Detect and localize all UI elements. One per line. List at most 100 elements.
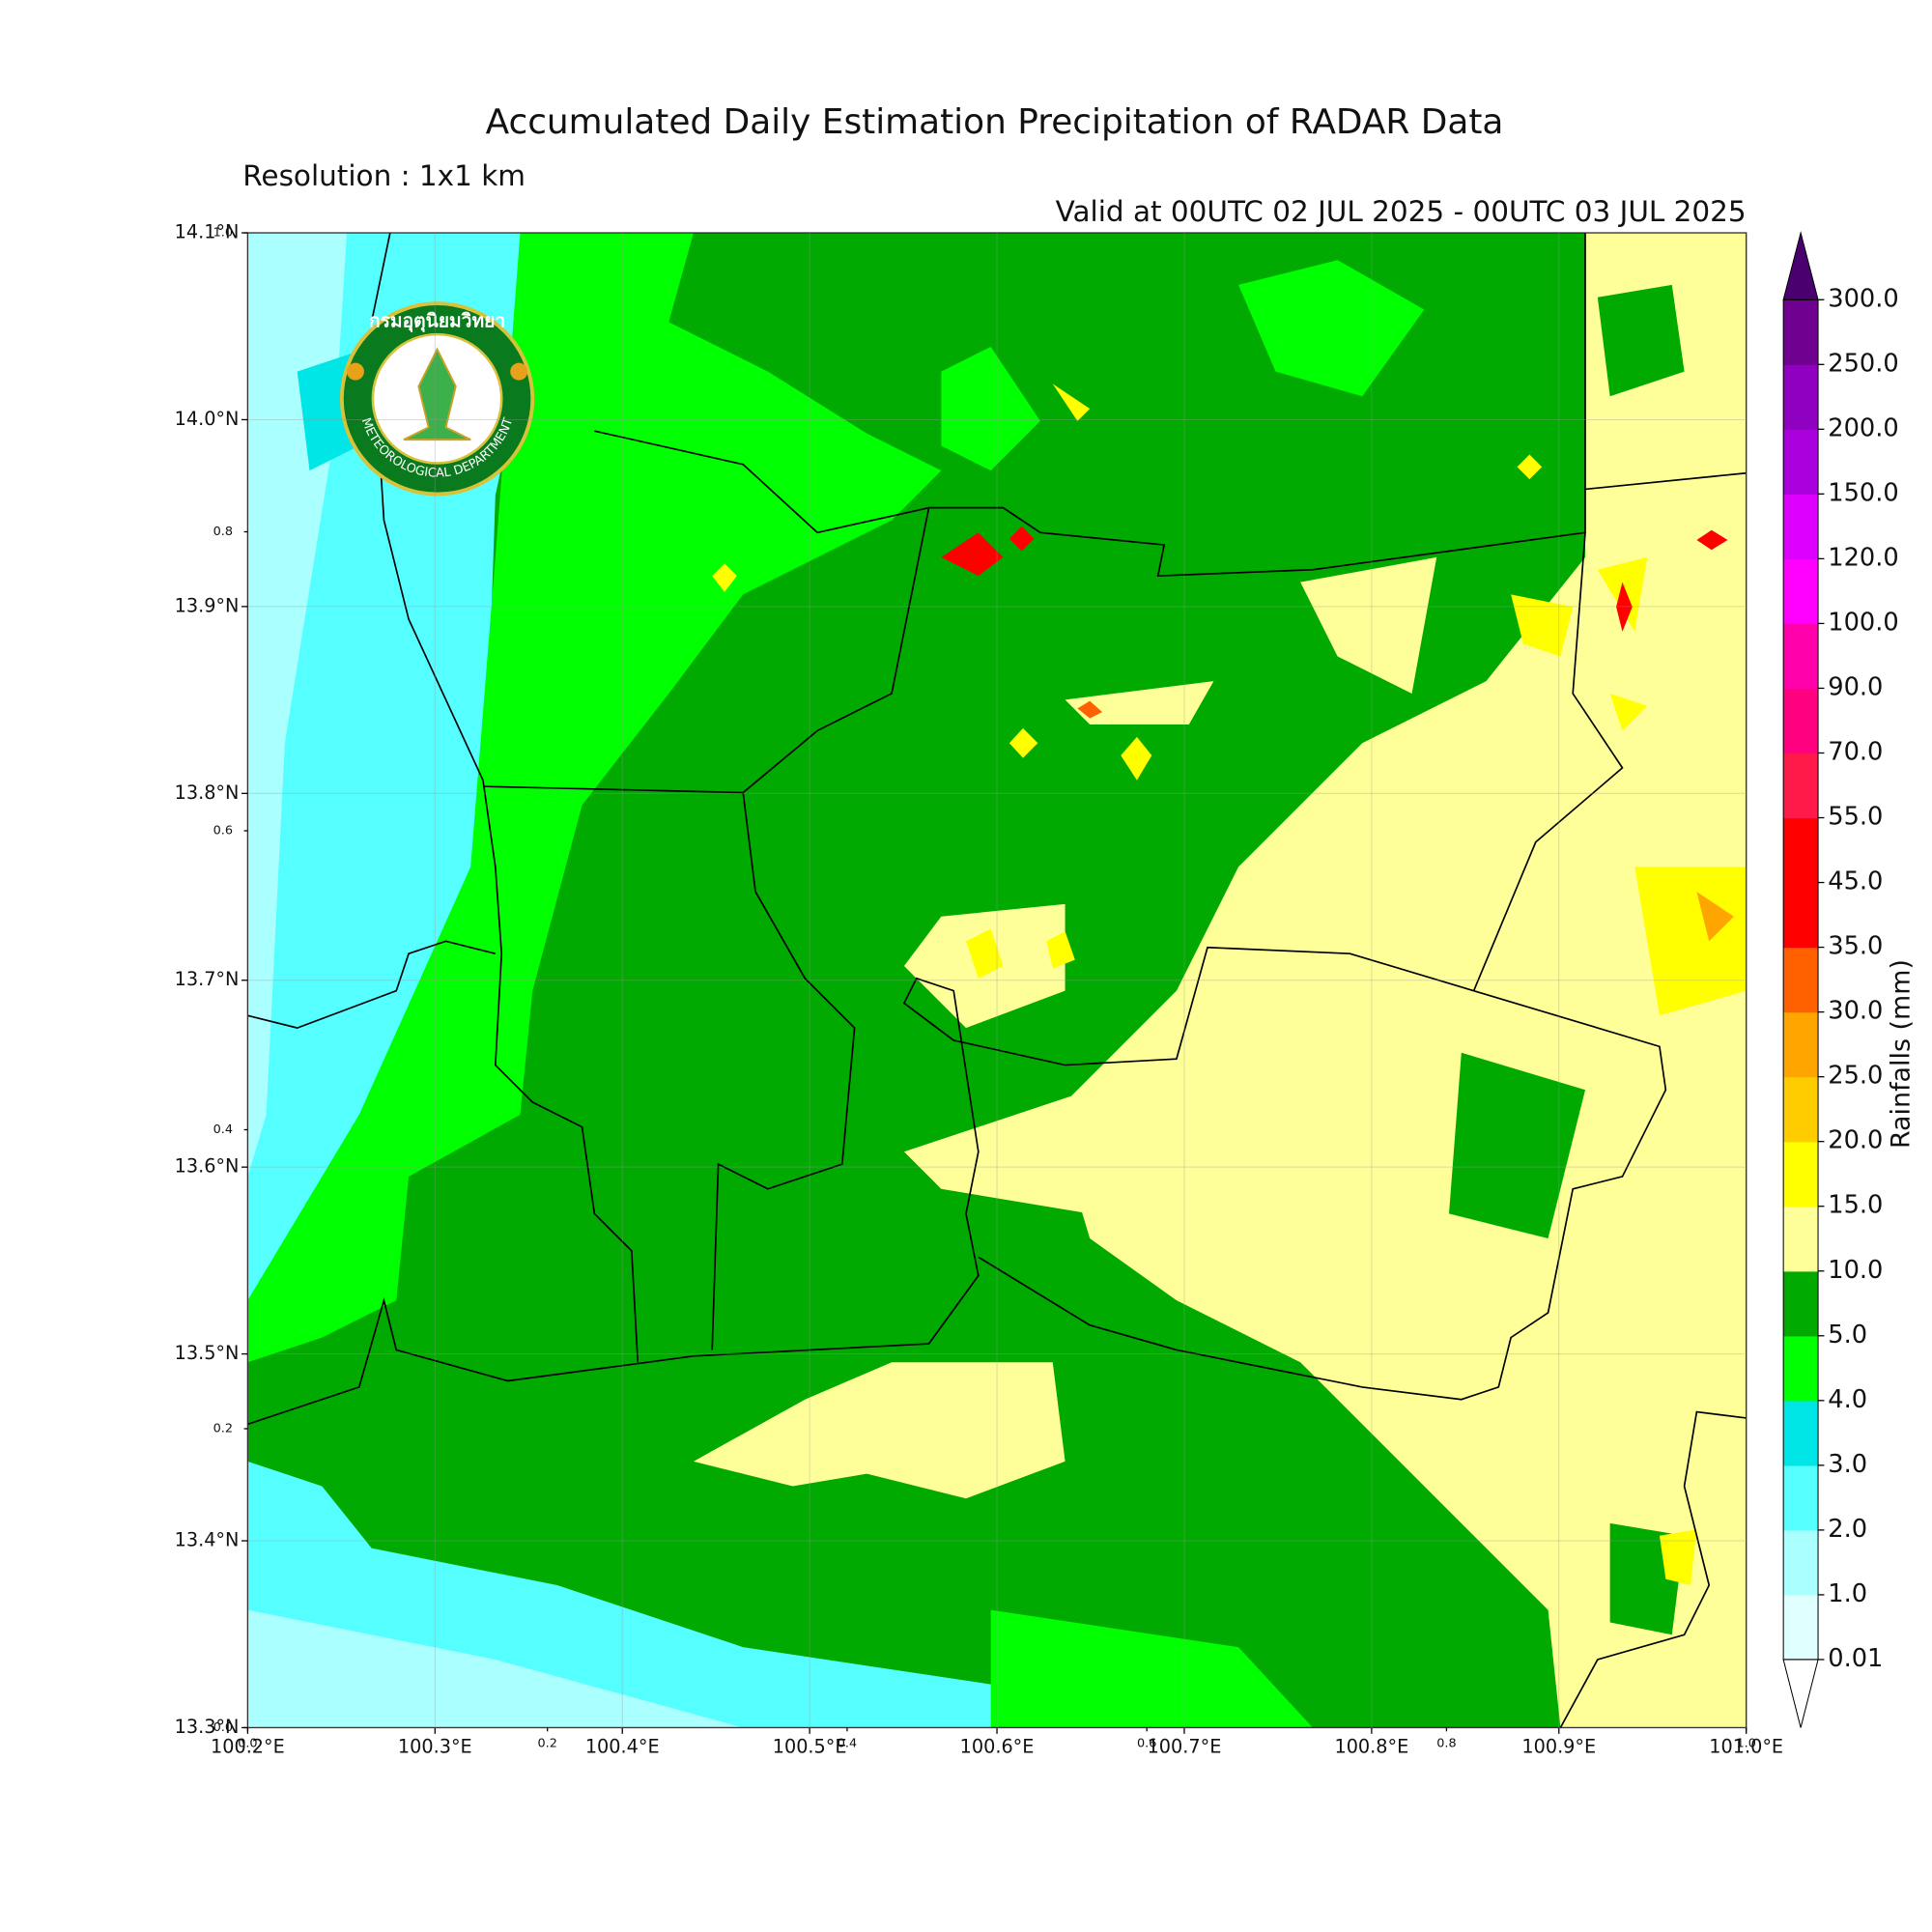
rain-area xyxy=(966,928,1004,979)
y-tick-label: 13.8°N xyxy=(175,781,240,804)
logo-dot xyxy=(346,362,364,381)
border xyxy=(1472,532,1624,991)
x-tick-label: 100.6°E xyxy=(960,1735,1035,1757)
rain-area xyxy=(1616,582,1633,632)
rain-area xyxy=(903,1090,1091,1214)
frame-y-tick-label: 1.0 xyxy=(213,226,233,241)
colorbar-tick-label: 1.0 xyxy=(1828,1579,1867,1608)
colorbar-segment xyxy=(1783,947,1819,1013)
border xyxy=(1559,1410,1747,1728)
colorbar-tick-label: 25.0 xyxy=(1828,1062,1883,1091)
x-tick-label: 100.5°E xyxy=(773,1735,847,1757)
border xyxy=(711,792,856,1350)
y-tick-label: 13.7°N xyxy=(175,968,240,990)
colorbar-tick-label: 20.0 xyxy=(1828,1126,1883,1155)
colorbar-tick-label: 55.0 xyxy=(1828,803,1883,832)
frame-x-tick-label: 0.6 xyxy=(1137,1737,1156,1751)
frame-x-tick-label: 0.8 xyxy=(1436,1737,1456,1751)
border xyxy=(247,946,1667,1426)
axes: 100.2°E 100.3°E 100.4°E 100.5°E 100.6°E 100.7… xyxy=(175,221,1783,1758)
rain-area xyxy=(247,1609,744,1728)
rain-area xyxy=(990,1609,1313,1728)
colorbar-segment xyxy=(1783,1011,1819,1078)
colorbar-segment xyxy=(1783,1076,1819,1143)
frame-y-tick-label: 0.0 xyxy=(213,1720,233,1735)
rain-area xyxy=(712,563,737,592)
x-tick-label: 100.7°E xyxy=(1148,1735,1222,1757)
colorbar-segment xyxy=(1783,688,1819,754)
x-tick-label: 101.0°E xyxy=(1709,1735,1783,1757)
y-tick-label: 13.9°N xyxy=(175,594,240,616)
colorbar-tick-label: 90.0 xyxy=(1828,672,1883,701)
colorbar-tick-label: 200.0 xyxy=(1828,413,1898,442)
border xyxy=(594,430,929,534)
y-tick-label: 13.5°N xyxy=(175,1342,240,1364)
colorbar-tick-label: 0.01 xyxy=(1828,1644,1883,1673)
subtitle: Resolution : 1x1 km xyxy=(242,159,526,192)
rain-area xyxy=(247,233,557,1363)
rain-area xyxy=(1121,736,1152,781)
rain-area xyxy=(1449,1052,1586,1239)
rain-area xyxy=(1300,556,1437,694)
rainfall-map xyxy=(247,233,1747,1728)
rain-area xyxy=(1009,526,1035,552)
x-tick-label: 100.3°E xyxy=(398,1735,472,1757)
colorbar-tick-label: 3.0 xyxy=(1828,1450,1867,1479)
frame-y-tick-label: 0.6 xyxy=(213,823,233,838)
logo: กรมอุตุนิยมวิทยา METEOROLOGICAL DEPARTME… xyxy=(339,301,535,497)
y-tick-label: 13.3°N xyxy=(175,1716,240,1738)
rain-area xyxy=(1517,454,1543,480)
colorbar-tick-label: 2.0 xyxy=(1828,1515,1867,1544)
colorbar-segment xyxy=(1783,1141,1819,1208)
y-tick-label: 13.6°N xyxy=(175,1155,240,1178)
colorbar-tick-label: 15.0 xyxy=(1828,1191,1883,1220)
rain-area xyxy=(247,233,942,1363)
rain-area xyxy=(693,1362,1065,1499)
colorbar-tick-label: 150.0 xyxy=(1828,478,1898,507)
colorbar-segment xyxy=(1783,753,1819,819)
chart-title: Accumulated Daily Estimation Precipitati… xyxy=(486,102,1504,142)
logo-dot xyxy=(510,362,528,381)
rain-area xyxy=(1696,529,1728,551)
rain-area xyxy=(1238,260,1425,397)
colorbar-segment xyxy=(1783,882,1819,949)
colorbar-segment xyxy=(1783,429,1819,495)
frame-x-tick-label: 0.4 xyxy=(838,1737,857,1751)
frame-x-tick-label: 0.2 xyxy=(537,1737,556,1751)
x-tick-label: 100.2°E xyxy=(211,1735,285,1757)
colorbar-segment xyxy=(1783,1529,1819,1596)
colorbar-tick-label: 300.0 xyxy=(1828,284,1898,313)
colorbar-segment xyxy=(1783,1464,1819,1531)
frame-y-tick-label: 0.4 xyxy=(213,1122,233,1137)
colorbar-segment xyxy=(1783,1594,1819,1661)
y-tick-label: 13.4°N xyxy=(175,1529,240,1551)
rain-area xyxy=(1659,1529,1697,1586)
rain-area xyxy=(941,346,1040,471)
x-tick-label: 100.9°E xyxy=(1521,1735,1596,1757)
rain-area xyxy=(1009,727,1038,758)
x-tick-label: 100.8°E xyxy=(1334,1735,1408,1757)
colorbar-tick-label: 250.0 xyxy=(1828,349,1898,378)
colorbar-segment xyxy=(1783,1270,1819,1337)
colorbar-tick-label: 30.0 xyxy=(1828,997,1883,1026)
colorbar-segment xyxy=(1783,817,1819,884)
rain-area xyxy=(1052,384,1091,421)
border xyxy=(370,233,639,1363)
colorbar-segment xyxy=(1783,623,1819,690)
colorbar-tick-label: 5.0 xyxy=(1828,1321,1867,1350)
frame-y-tick-label: 0.2 xyxy=(213,1421,233,1435)
colorbar-extend-min xyxy=(1782,1659,1819,1728)
rain-area xyxy=(1511,594,1574,657)
colorbar-tick-label: 100.0 xyxy=(1828,608,1898,637)
rain-area xyxy=(1046,931,1075,969)
y-tick-label: 14.1°N xyxy=(175,221,240,243)
rain-area xyxy=(1696,892,1734,942)
colorbar-tick-label: 35.0 xyxy=(1828,932,1883,961)
colorbar-tick-label: 70.0 xyxy=(1828,737,1883,766)
rain-area xyxy=(1077,700,1103,719)
rain-area xyxy=(1065,681,1214,724)
colorbar-segment xyxy=(1783,1335,1819,1402)
border xyxy=(247,940,497,1029)
logo-figure xyxy=(403,347,471,441)
